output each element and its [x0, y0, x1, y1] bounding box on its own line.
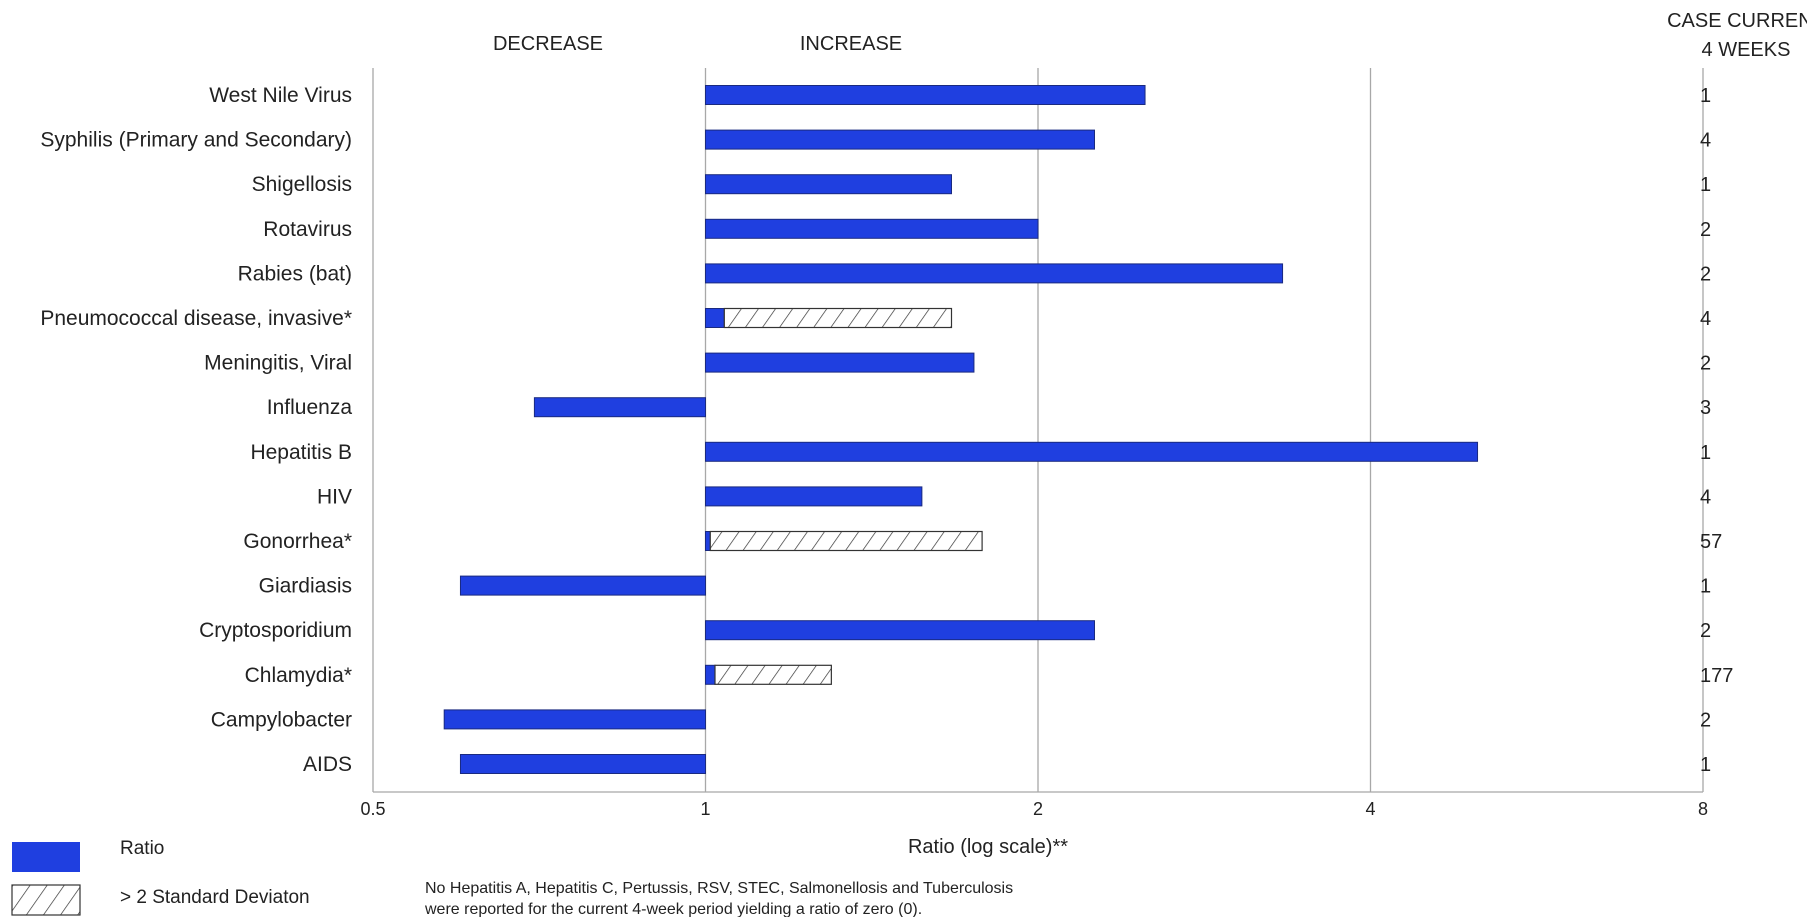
decrease-label: DECREASE: [493, 33, 603, 55]
case-count: 4: [1700, 486, 1711, 508]
category-label: Cryptosporidium: [199, 619, 352, 642]
ratio-bar: [705, 486, 923, 507]
case-count: 1: [1700, 174, 1711, 196]
case-count: 2: [1700, 709, 1711, 731]
legend-swatch-ratio: [12, 842, 80, 872]
x-axis-label: Ratio (log scale)**: [908, 836, 1068, 858]
case-count: 2: [1700, 263, 1711, 285]
case-count: 4: [1700, 308, 1711, 330]
case-count: 4: [1700, 130, 1711, 152]
x-tick-label: 2: [1033, 799, 1043, 819]
category-label: Rotavirus: [263, 218, 352, 241]
case-count: 2: [1700, 620, 1711, 642]
sd-hatch-bar: [709, 530, 983, 552]
ratio-bar: [459, 754, 707, 774]
labels: 0.5 1 2 4 8 DECREASE INCREASE CASE CURRENT 4 WEE…: [40, 10, 1807, 917]
category-label: Meningitis, Viral: [204, 352, 352, 375]
sd-hatch-bar: [723, 307, 953, 329]
ratio-bar: [705, 174, 952, 195]
category-label: Influenza: [267, 396, 353, 419]
increase-label: INCREASE: [800, 33, 902, 55]
case-count: 3: [1700, 397, 1711, 419]
count-header-line2: 4 WEEKS: [1702, 39, 1791, 61]
x-tick-label: 4: [1365, 799, 1375, 819]
case-count: 1: [1700, 442, 1711, 464]
case-count: 2: [1700, 219, 1711, 241]
case-count: 2: [1700, 353, 1711, 375]
x-tick-label: 1: [700, 799, 710, 819]
ratio-bar: [705, 531, 711, 551]
ratio-bar: [705, 85, 1146, 105]
ratio-bar: [705, 308, 725, 328]
ratio-bar: [459, 575, 707, 596]
bars: [11, 85, 1479, 916]
category-label: Chlamydia*: [245, 664, 352, 687]
footnote-line2: were reported for the current 4-week per…: [424, 901, 922, 917]
sd-hatch-bar: [714, 664, 832, 685]
category-label: Gonorrhea*: [243, 530, 352, 553]
category-label: Shigellosis: [252, 173, 352, 196]
legend-swatch-sd: [11, 884, 81, 916]
ratio-bar: [533, 397, 706, 418]
count-header-line1: CASE CURRENT: [1667, 10, 1807, 32]
ratio-bar: [705, 218, 1039, 239]
case-count: 177: [1700, 665, 1733, 687]
x-tick-label: 0.5: [360, 799, 385, 819]
category-label: Pneumococcal disease, invasive*: [40, 307, 352, 330]
category-label: Campylobacter: [211, 708, 352, 731]
case-count: 1: [1700, 576, 1711, 598]
case-count: 1: [1700, 85, 1711, 107]
category-label: Rabies (bat): [238, 262, 352, 285]
category-label: West Nile Virus: [209, 84, 352, 107]
legend-label-ratio: Ratio: [120, 838, 164, 859]
x-tick-label: 8: [1698, 799, 1708, 819]
gridlines: [372, 68, 1704, 793]
category-label: Syphilis (Primary and Secondary): [40, 129, 352, 152]
legend-label-sd: > 2 Standard Deviaton: [120, 887, 310, 908]
category-label: HIV: [317, 485, 352, 508]
ratio-bar: [705, 664, 716, 685]
category-label: Giardiasis: [259, 575, 352, 598]
case-count: 1: [1700, 754, 1711, 776]
ratio-bar: [443, 709, 706, 730]
ratio-bar: [705, 263, 1284, 284]
ratio-bar: [705, 620, 1096, 641]
ratio-bar: [705, 129, 1096, 150]
footnote-line1: No Hepatitis A, Hepatitis C, Pertussis, …: [425, 880, 1013, 897]
case-count: 57: [1700, 531, 1722, 553]
ratio-bar: [705, 352, 975, 373]
ratio-bar: [705, 441, 1479, 462]
category-label: Hepatitis B: [250, 441, 352, 464]
category-label: AIDS: [303, 753, 352, 776]
